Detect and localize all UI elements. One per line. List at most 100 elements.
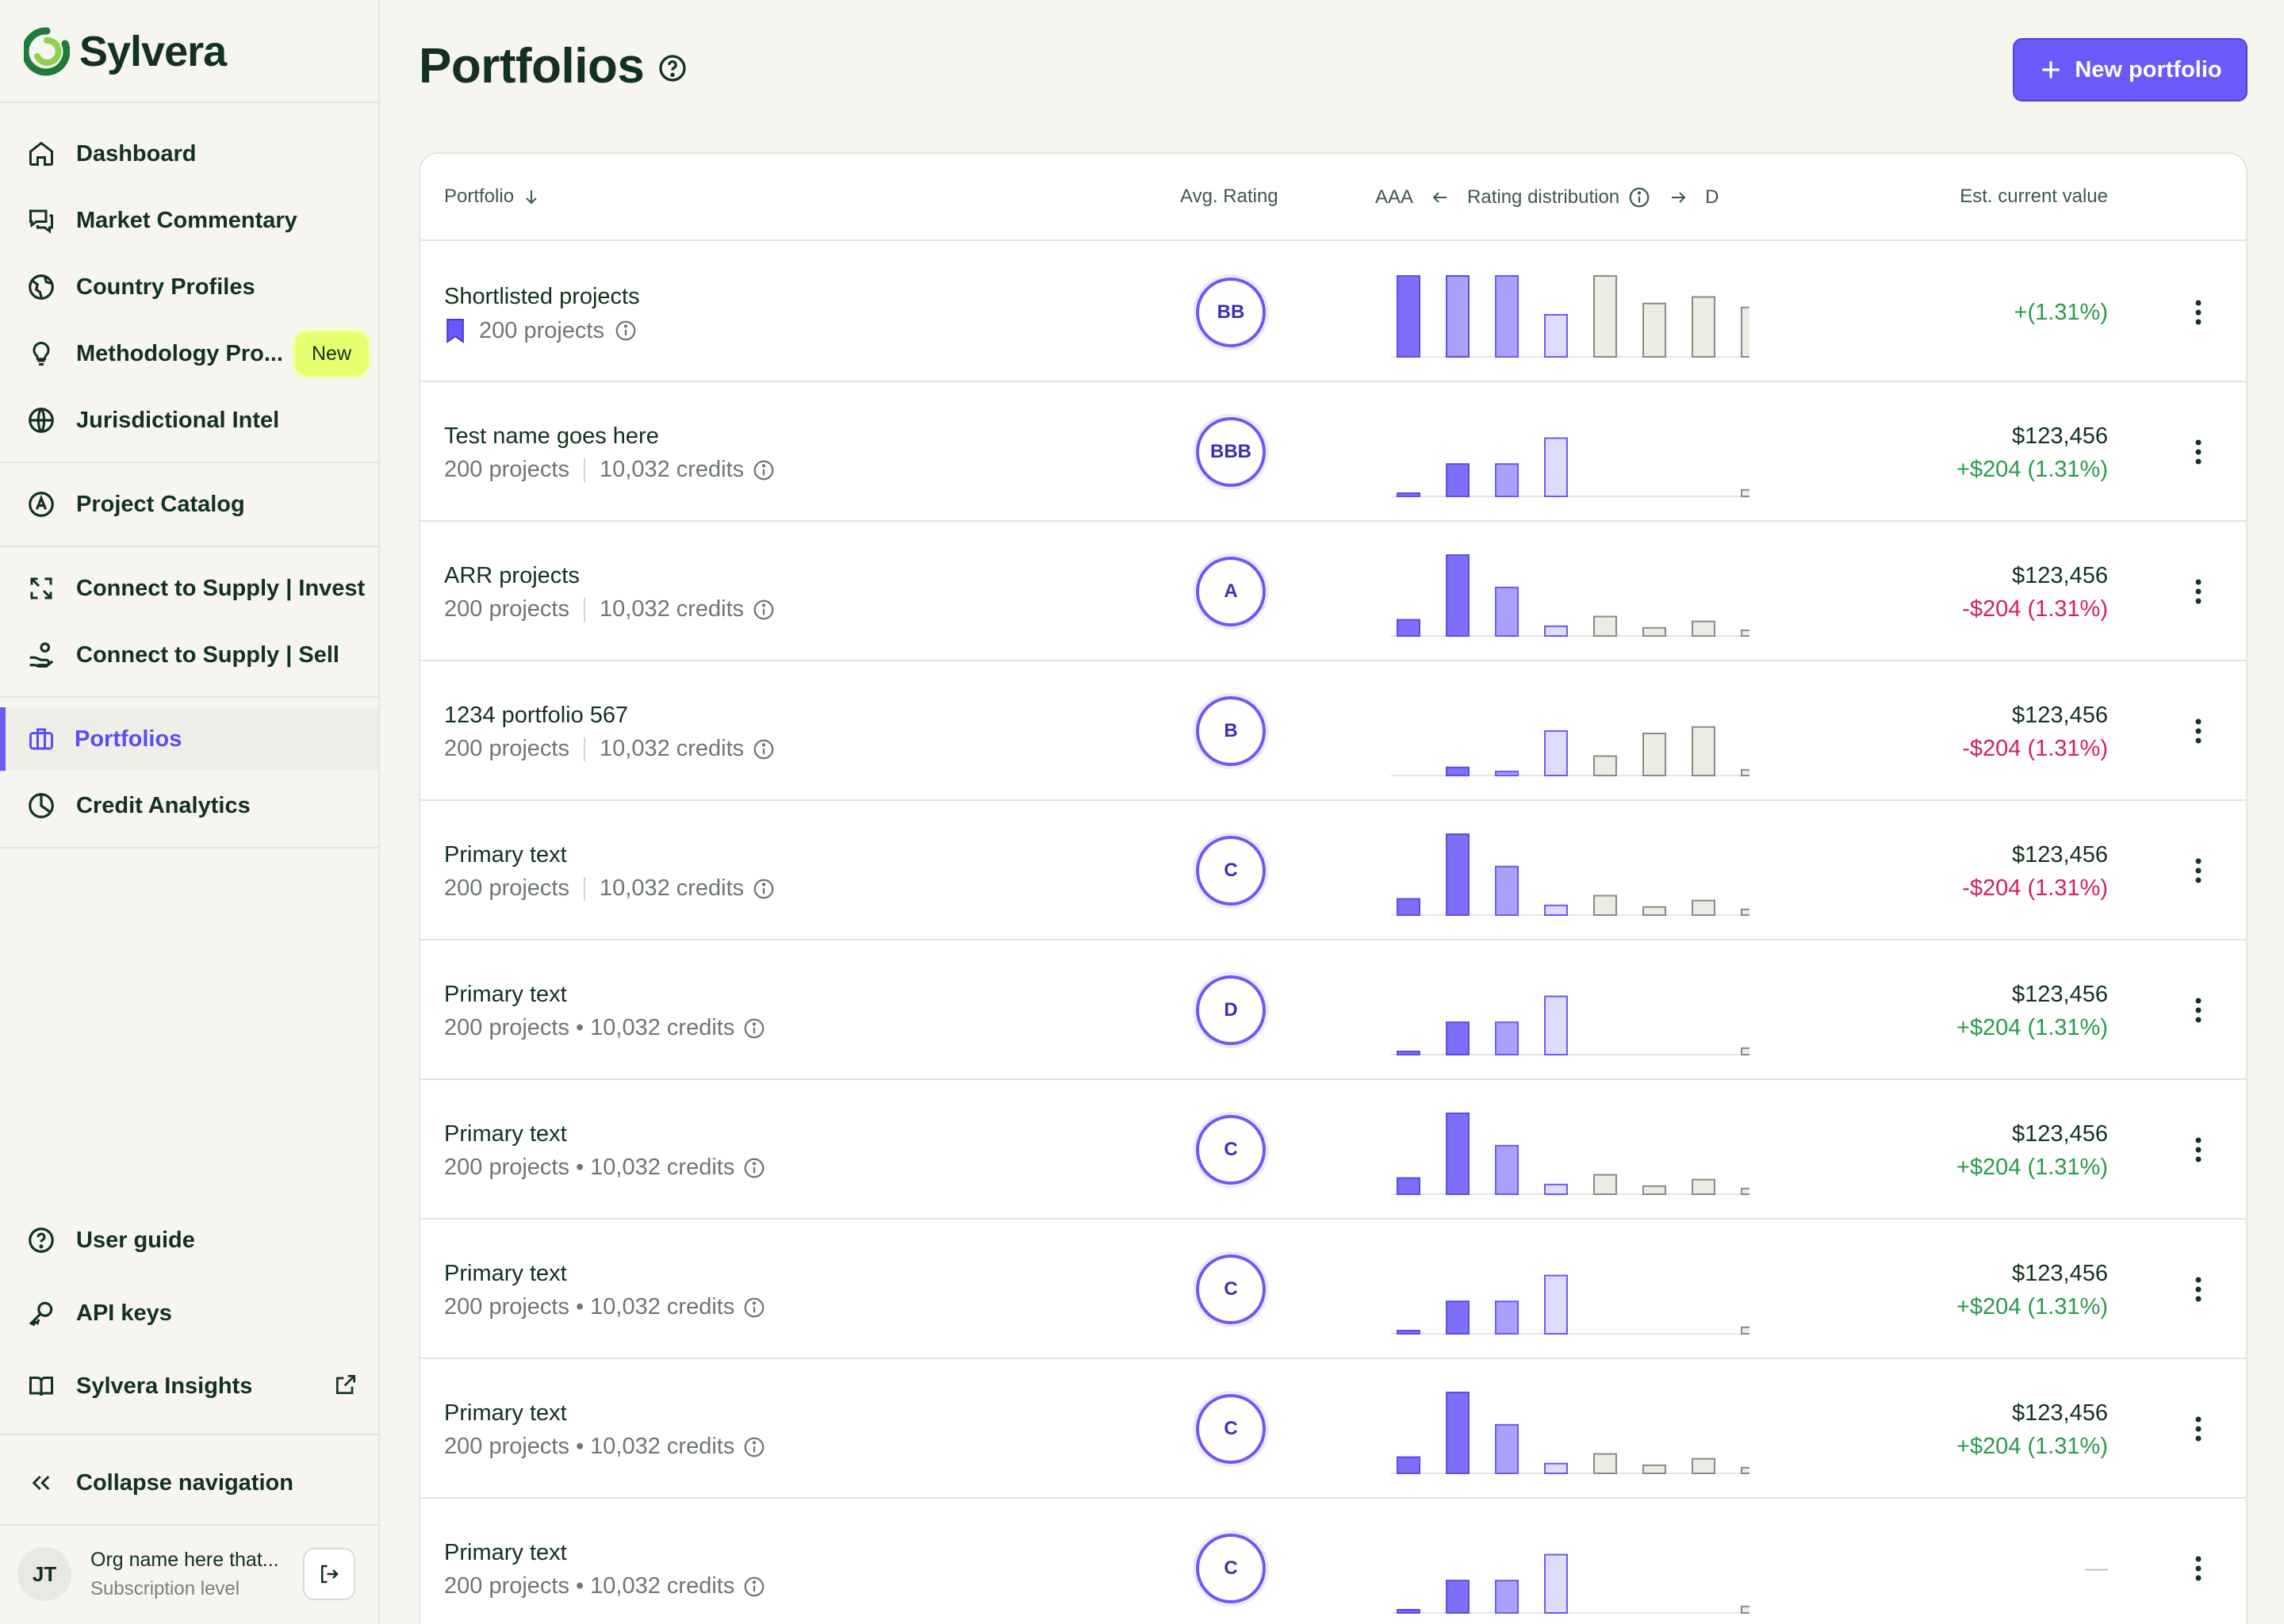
nav-item-user-guide[interactable]: User guide (0, 1208, 378, 1272)
brand-name: Sylvera (79, 28, 227, 75)
row-menu-button[interactable] (2182, 436, 2214, 468)
table-row[interactable]: Test name goes here 200 projects 10,032 cr… (420, 382, 2246, 522)
nav-item-country-profiles[interactable]: Country Profiles (0, 255, 378, 319)
row-menu-button[interactable] (2182, 297, 2214, 328)
info-icon[interactable] (742, 1156, 766, 1180)
portfolio-meta: 200 projects 10,032 credits (444, 457, 776, 483)
value-change: +$204 (1.31%) (1956, 457, 2108, 482)
portfolio-name[interactable]: Shortlisted projects (444, 284, 640, 309)
credit-count: 10,032 credits (600, 736, 745, 761)
value-change: -$204 (1.31%) (1962, 596, 2108, 622)
nav-item-project-catalog[interactable]: Project Catalog (0, 473, 378, 536)
portfolio-name[interactable]: Test name goes here (444, 423, 659, 449)
portfolio-name[interactable]: Primary text (444, 1261, 567, 1286)
separator-line (584, 737, 585, 761)
value-change: +$204 (1.31%) (1956, 1434, 2108, 1459)
distribution-bar (1741, 768, 1765, 777)
nav-item-connect-invest[interactable]: Connect to Supply | Invest (0, 557, 378, 620)
credit-count: 10,032 credits (600, 596, 745, 622)
distribution-bar (1692, 899, 1715, 916)
row-menu-button[interactable] (2182, 1553, 2214, 1584)
info-icon[interactable] (752, 737, 776, 761)
credit-count: 10,032 credits (590, 1294, 735, 1320)
portfolio-name[interactable]: Primary text (444, 982, 567, 1007)
distribution-bar (1692, 296, 1715, 358)
portfolio-meta: 200 projects 10,032 credits (444, 736, 776, 762)
table-row[interactable]: Primary text 200 projects • 10,032 credits C… (420, 1359, 2246, 1499)
avatar[interactable]: JT (17, 1547, 71, 1601)
distribution-bar (1397, 492, 1420, 497)
separator-line (584, 458, 585, 482)
rating-badge: C (1196, 1254, 1266, 1324)
globe-icon (24, 403, 59, 438)
info-icon[interactable] (752, 877, 776, 901)
nav-label: Connect to Supply | Invest (76, 575, 366, 601)
info-icon[interactable] (752, 458, 776, 482)
info-icon[interactable] (742, 1017, 766, 1040)
row-menu-button[interactable] (2182, 1274, 2214, 1305)
row-menu-button[interactable] (2182, 855, 2214, 887)
nav-item-dashboard[interactable]: Dashboard (0, 122, 378, 186)
row-menu-button[interactable] (2182, 576, 2214, 607)
info-icon[interactable] (742, 1435, 766, 1459)
nav-item-api-keys[interactable]: API keys (0, 1281, 378, 1345)
distribution-bar (1593, 275, 1617, 358)
nav-item-credit-analytics[interactable]: Credit Analytics (0, 774, 378, 837)
info-icon[interactable] (742, 1575, 766, 1599)
row-menu-button[interactable] (2182, 994, 2214, 1026)
distribution-svg (1391, 1392, 1765, 1475)
row-menu-button[interactable] (2182, 1413, 2214, 1445)
header-label: D (1705, 186, 1719, 208)
portfolio-name[interactable]: Primary text (444, 1540, 567, 1565)
portfolio-name[interactable]: Primary text (444, 1121, 567, 1147)
project-count: 200 projects (444, 1434, 569, 1459)
distribution-bar (1741, 1187, 1765, 1196)
nav-item-sylvera-insights[interactable]: Sylvera Insights (0, 1354, 378, 1418)
help-icon[interactable] (657, 52, 688, 88)
distribution-bar (1741, 1047, 1765, 1055)
project-count: 200 projects (444, 1573, 569, 1599)
portfolio-name[interactable]: Primary text (444, 1400, 567, 1426)
table-row[interactable]: Primary text 200 projects • 10,032 credits C… (420, 1220, 2246, 1359)
nav-item-methodology-profiles[interactable]: Methodology Pro... New (0, 322, 378, 385)
est-value-header[interactable]: Est. current value (1960, 186, 2108, 208)
credit-count: 10,032 credits (600, 875, 745, 901)
table-row[interactable]: Primary text 200 projects • 10,032 credits C… (420, 1499, 2246, 1624)
table-row[interactable]: ARR projects 200 projects 10,032 credits A $… (420, 522, 2246, 661)
info-icon[interactable] (742, 1296, 766, 1320)
nav-item-portfolios[interactable]: Portfolios (0, 707, 378, 771)
portfolio-name[interactable]: 1234 portfolio 567 (444, 703, 629, 728)
current-value: $123,456 (2012, 1121, 2108, 1147)
header-label: Avg. Rating (1180, 186, 1278, 207)
rating-badge: C (1196, 1534, 1266, 1603)
table-row[interactable]: Shortlisted projects 200 projects BB +(1.31… (420, 243, 2246, 382)
info-icon[interactable] (752, 598, 776, 622)
compass-icon (24, 487, 59, 522)
row-menu-button[interactable] (2182, 1134, 2214, 1166)
table-row[interactable]: Primary text 200 projects • 10,032 credits D… (420, 940, 2246, 1080)
table-row[interactable]: 1234 portfolio 567 200 projects 10,032 cre… (420, 661, 2246, 801)
portfolio-name[interactable]: ARR projects (444, 563, 580, 588)
portfolio-name[interactable]: Primary text (444, 842, 567, 868)
row-menu-button[interactable] (2182, 715, 2214, 747)
table-row[interactable]: Primary text 200 projects 10,032 credits C $… (420, 801, 2246, 940)
sidebar: Sylvera Dashboard Market Commentary Coun… (0, 0, 380, 1624)
avg-rating-header[interactable]: Avg. Rating (1180, 186, 1278, 208)
info-icon[interactable] (614, 319, 638, 343)
logout-button[interactable] (303, 1548, 355, 1600)
nav-label: Dashboard (76, 140, 197, 167)
nav-item-jurisdictional-intel[interactable]: Jurisdictional Intel (0, 389, 378, 452)
divider (0, 1434, 380, 1435)
distribution-bar (1593, 755, 1617, 776)
arrow-down-icon (526, 190, 537, 205)
collapse-navigation-button[interactable]: Collapse navigation (0, 1451, 378, 1515)
table-row[interactable]: Primary text 200 projects • 10,032 credits C… (420, 1080, 2246, 1220)
new-portfolio-button[interactable]: New portfolio (2013, 38, 2248, 102)
distribution-bar (1446, 1021, 1470, 1055)
info-icon[interactable] (1627, 186, 1651, 209)
nav-item-connect-sell[interactable]: Connect to Supply | Sell (0, 623, 378, 687)
sort-portfolio-header[interactable]: Portfolio (444, 186, 541, 208)
nav-item-market-commentary[interactable]: Market Commentary (0, 189, 378, 252)
sylvera-logo[interactable]: Sylvera (24, 24, 227, 79)
distribution-bar (1397, 1177, 1420, 1195)
